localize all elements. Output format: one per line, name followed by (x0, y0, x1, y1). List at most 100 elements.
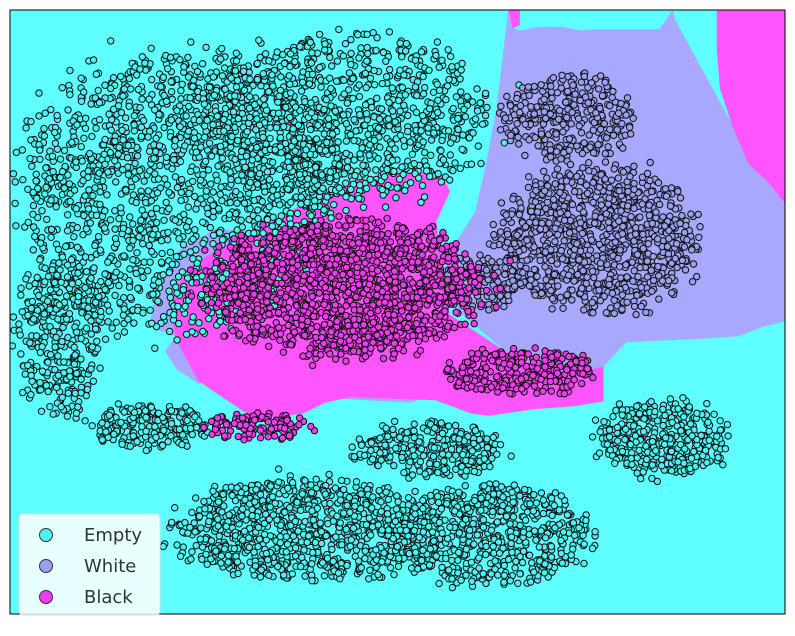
point-empty (18, 146, 27, 154)
point-empty (422, 167, 431, 175)
point-empty (308, 489, 316, 497)
point-empty (259, 229, 267, 237)
point-empty (167, 116, 176, 124)
point-empty (377, 507, 385, 516)
point-empty (44, 358, 52, 366)
point-empty (321, 147, 330, 155)
point-empty (331, 484, 340, 492)
point-empty (286, 113, 294, 122)
point-empty (84, 304, 92, 312)
point-empty (288, 570, 297, 578)
point-empty (77, 97, 86, 106)
point-empty (37, 407, 46, 415)
point-empty (532, 536, 540, 544)
point-empty (255, 36, 263, 44)
point-empty (306, 125, 315, 134)
point-empty (458, 59, 466, 68)
point-empty (344, 157, 352, 165)
point-empty (285, 163, 293, 172)
point-empty (111, 234, 120, 243)
point-empty (138, 95, 146, 103)
point-empty (294, 121, 303, 129)
point-empty (234, 176, 242, 185)
point-empty (214, 498, 223, 506)
point-empty (190, 519, 198, 527)
point-empty (380, 549, 388, 557)
point-empty (550, 501, 558, 510)
point-empty (186, 94, 194, 102)
point-empty (332, 533, 340, 541)
point-empty (438, 136, 446, 145)
point-empty (487, 526, 496, 534)
point-empty (374, 154, 382, 163)
point-empty (438, 563, 446, 572)
point-empty (207, 180, 215, 188)
point-empty (567, 551, 575, 559)
point-empty (130, 319, 138, 327)
point-empty (379, 48, 388, 57)
point-empty (342, 137, 351, 145)
point-empty (282, 548, 290, 556)
point-empty (238, 512, 246, 520)
point-empty (216, 317, 224, 326)
point-empty (218, 236, 227, 244)
point-empty (437, 505, 446, 513)
point-empty (530, 491, 538, 499)
point-empty (582, 516, 590, 525)
point-empty (149, 290, 157, 298)
point-empty (398, 163, 406, 171)
point-empty (159, 413, 167, 422)
point-empty (47, 105, 55, 114)
point-empty (114, 102, 123, 110)
point-empty (269, 82, 277, 90)
point-empty (481, 89, 490, 98)
point-empty (72, 409, 81, 417)
point-empty (388, 156, 397, 165)
point-empty (118, 440, 126, 448)
point-empty (262, 140, 270, 148)
point-empty (326, 499, 334, 508)
point-empty (204, 166, 213, 174)
point-empty (330, 201, 338, 209)
point-empty (541, 534, 550, 542)
point-empty (335, 161, 343, 169)
point-empty (151, 106, 159, 114)
point-empty (228, 132, 236, 141)
point-empty (27, 390, 35, 399)
point-empty (395, 511, 403, 519)
point-empty (110, 430, 118, 438)
point-empty (430, 129, 438, 137)
point-empty (130, 121, 138, 129)
point-empty (297, 200, 305, 208)
point-empty (100, 224, 109, 232)
point-empty (197, 143, 205, 151)
point-empty (395, 175, 404, 183)
point-empty (145, 147, 154, 156)
point-empty (339, 111, 348, 119)
point-empty (38, 367, 47, 375)
point-empty (492, 480, 500, 488)
point-empty (101, 270, 109, 278)
point-empty (233, 199, 241, 207)
point-empty (96, 188, 104, 196)
point-empty (86, 149, 94, 158)
point-empty (89, 192, 97, 200)
point-empty (139, 273, 147, 282)
point-empty (186, 424, 195, 433)
point-empty (49, 168, 57, 176)
point-empty (64, 171, 72, 179)
point-empty (407, 564, 416, 572)
point-empty (228, 491, 236, 500)
point-empty (345, 86, 353, 94)
point-empty (425, 561, 434, 569)
point-empty (178, 268, 187, 276)
point-empty (120, 85, 129, 93)
point-empty (174, 273, 183, 281)
point-empty (716, 417, 724, 425)
point-empty (162, 97, 171, 106)
point-empty (221, 85, 229, 93)
point-empty (508, 488, 516, 496)
point-empty (451, 159, 459, 167)
point-empty (427, 151, 435, 160)
point-empty (216, 55, 225, 63)
